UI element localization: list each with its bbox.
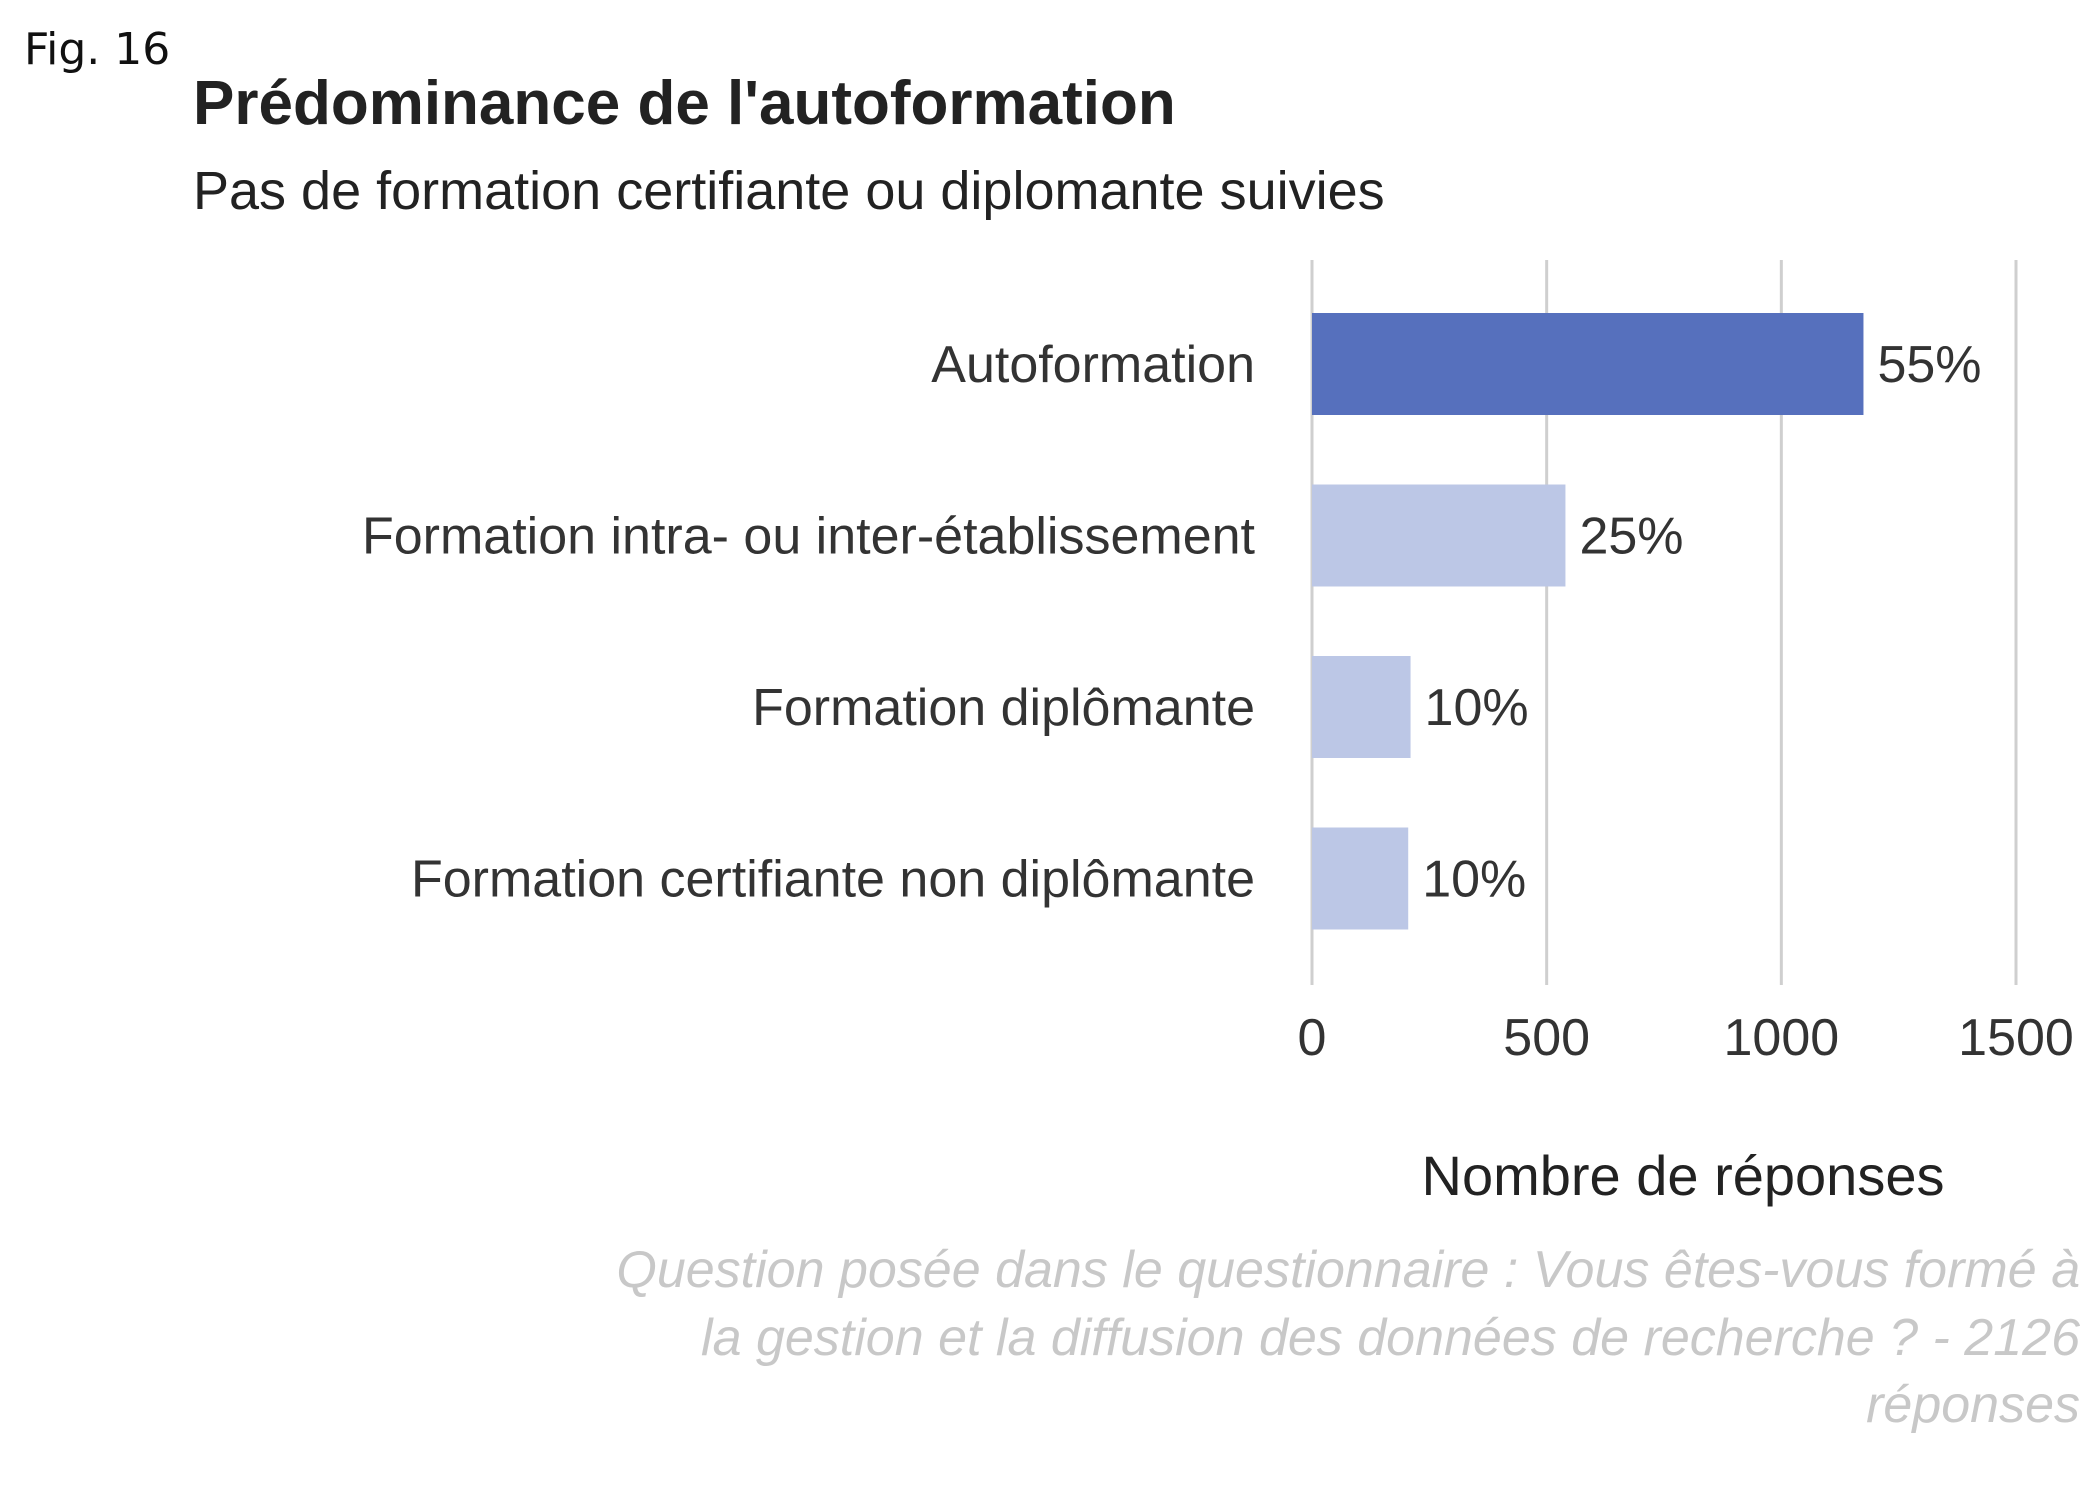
bar-1 (1312, 313, 1864, 415)
x-axis-title: Nombre de réponses (1422, 1144, 1945, 1207)
chart-subtitle: Pas de formation certifiante ou diploman… (193, 161, 1385, 221)
bar-3 (1312, 656, 1411, 758)
data-label-4: 10% (1422, 851, 1526, 909)
data-label-3: 10% (1425, 679, 1529, 737)
caption-line-1: Question posée dans le questionnaire : V… (616, 1241, 2080, 1299)
x-tick-label-1000: 1000 (1723, 1009, 1839, 1067)
caption: Question posée dans le questionnaire : V… (616, 1241, 2080, 1434)
x-tick-label-500: 500 (1503, 1009, 1590, 1067)
caption-line-2: la gestion et la diffusion des données d… (701, 1309, 2080, 1367)
category-label-3: Formation diplômante (752, 679, 1255, 737)
data-label-1: 55% (1877, 336, 1981, 394)
data-label-2: 25% (1579, 508, 1683, 566)
x-tick-label-0: 0 (1298, 1009, 1327, 1067)
figure-label: Fig. 16 (24, 24, 170, 75)
caption-line-3: réponses (1866, 1376, 2080, 1434)
category-label-1: Autoformation (931, 336, 1255, 394)
bar-2 (1312, 484, 1566, 587)
bars (1312, 313, 1864, 930)
bar-4 (1312, 827, 1409, 930)
category-label-2: Formation intra- ou inter-établissement (362, 508, 1256, 566)
category-label-4: Formation certifiante non diplômante (411, 851, 1255, 909)
chart-title: Prédominance de l'autoformation (193, 69, 1176, 138)
x-tick-label-1500: 1500 (1958, 1009, 2074, 1067)
labels: 0 500 1000 1500 Autoformation 55% Formation in… (362, 336, 2074, 1067)
